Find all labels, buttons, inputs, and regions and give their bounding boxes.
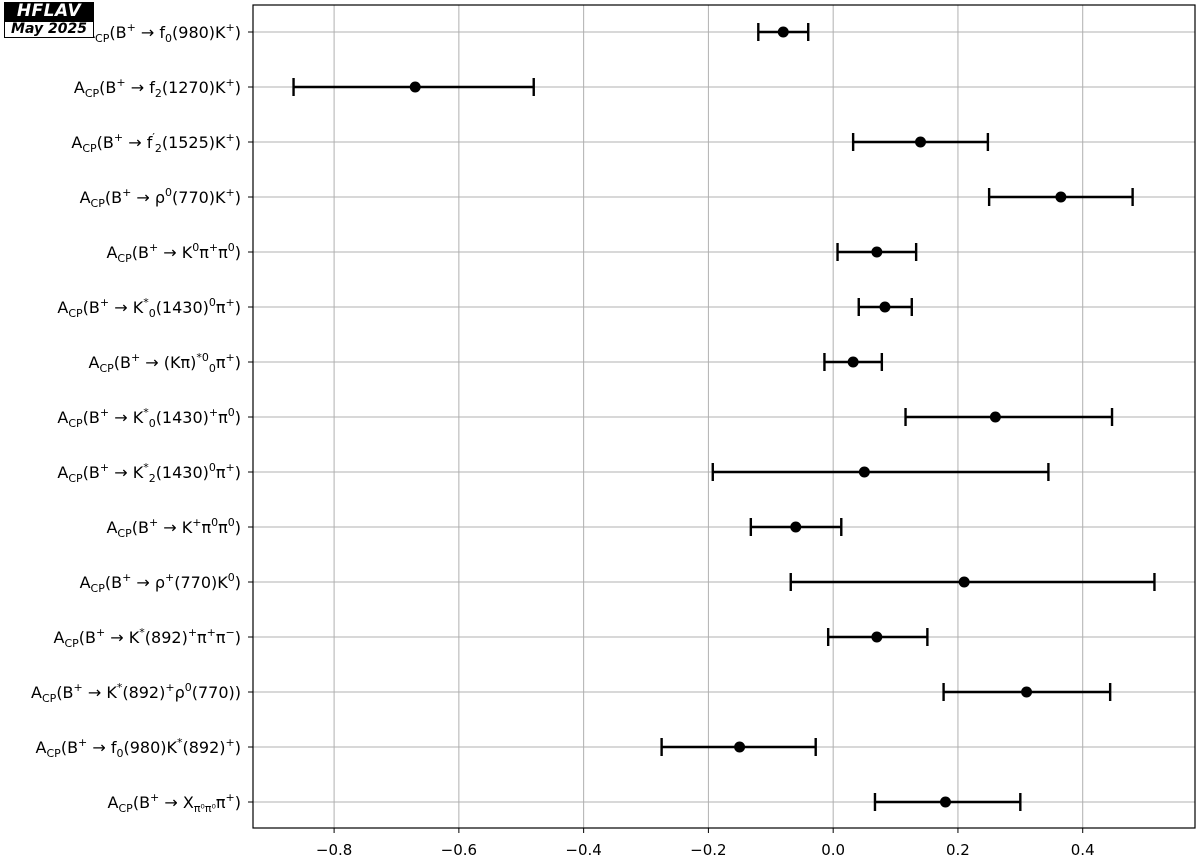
central-value-marker — [409, 81, 421, 93]
central-value-marker — [958, 576, 970, 588]
central-value-marker — [1021, 686, 1033, 698]
y-tick-label: ACP(B+ → K*(892)+π+π−) — [53, 626, 241, 650]
y-labels-layer: ACP(B+ → f0(980)K+) ACP(B+ → f2(1270)K+) A… — [31, 21, 241, 815]
central-value-marker — [939, 796, 951, 808]
errorbar-point — [857, 298, 913, 316]
errorbar-layer — [292, 23, 1156, 811]
y-tick-label: ACP(B+ → K*0(1430)0π+) — [57, 296, 241, 320]
central-value-marker — [777, 26, 789, 38]
x-tick-label: −0.6 — [441, 841, 477, 859]
errorbar-point — [904, 408, 1114, 426]
badge-date: May 2025 — [4, 21, 94, 38]
hflav-badge: HFLAV May 2025 — [4, 2, 94, 38]
y-tick-label: ACP(B+ → K0π+π0) — [106, 241, 241, 265]
y-tick-label: ACP(B+ → K*0(1430)+π0) — [57, 406, 241, 430]
y-tick-label: ACP(B+ → f′2(1525)K+) — [71, 131, 241, 155]
y-tick-label: ACP(B+ → K+π0π0) — [106, 516, 241, 540]
central-value-marker — [734, 741, 746, 753]
y-tick-label: ACP(B+ → ρ0(770)K+) — [80, 186, 241, 210]
x-tick-label: 0.0 — [821, 841, 845, 859]
x-tick-label: 0.4 — [1071, 841, 1095, 859]
central-value-marker — [871, 246, 883, 258]
errorbar-point — [873, 793, 1022, 811]
central-value-marker — [879, 301, 891, 313]
errorbar-point — [711, 463, 1050, 481]
errorbar-point — [851, 133, 990, 151]
central-value-marker — [915, 136, 927, 148]
y-tick-label: ACP(B+ → (Kπ)*00π+) — [88, 351, 241, 375]
central-value-marker — [1055, 191, 1067, 203]
central-value-marker — [989, 411, 1001, 423]
errorbar-point — [757, 23, 810, 41]
central-value-marker — [858, 466, 870, 478]
y-tick-label: ACP(B+ → K*2(1430)0π+) — [57, 461, 241, 485]
central-value-marker — [847, 356, 859, 368]
y-tick-label: ACP(B+ → f2(1270)K+) — [74, 76, 241, 100]
x-tick-label: −0.2 — [690, 841, 726, 859]
errorbar-point — [987, 188, 1134, 206]
x-tick-label: −0.8 — [316, 841, 352, 859]
errorbar-point — [292, 78, 535, 96]
y-tick-label: ACP(B+ → Xπ⁰π⁰π+) — [108, 791, 241, 815]
errorbar-point — [826, 628, 929, 646]
x-tick-label: 0.2 — [946, 841, 970, 859]
central-value-marker — [871, 631, 883, 643]
badge-title: HFLAV — [4, 2, 94, 21]
x-ticks-layer: −0.8 −0.6 −0.4 −0.2 0.0 0.2 0.4 — [248, 31, 1095, 859]
errorbar-point — [836, 243, 918, 261]
y-tick-label: ACP(B+ → f0(980)K*(892)+) — [36, 736, 241, 760]
y-tick-label: ACP(B+ → K*(892)+ρ0(770)) — [31, 681, 241, 705]
y-tick-label: ACP(B+ → f0(980)K+) — [84, 21, 241, 45]
errorbar-point — [942, 683, 1112, 701]
errorbar-point — [749, 518, 843, 536]
errorbar-point — [789, 573, 1156, 591]
plot-frame — [252, 4, 1196, 829]
errorbar-point — [823, 353, 884, 371]
x-tick-label: −0.4 — [565, 841, 601, 859]
errorbar-point — [660, 738, 817, 756]
central-value-marker — [790, 521, 802, 533]
y-tick-label: ACP(B+ → ρ+(770)K0) — [80, 571, 241, 595]
